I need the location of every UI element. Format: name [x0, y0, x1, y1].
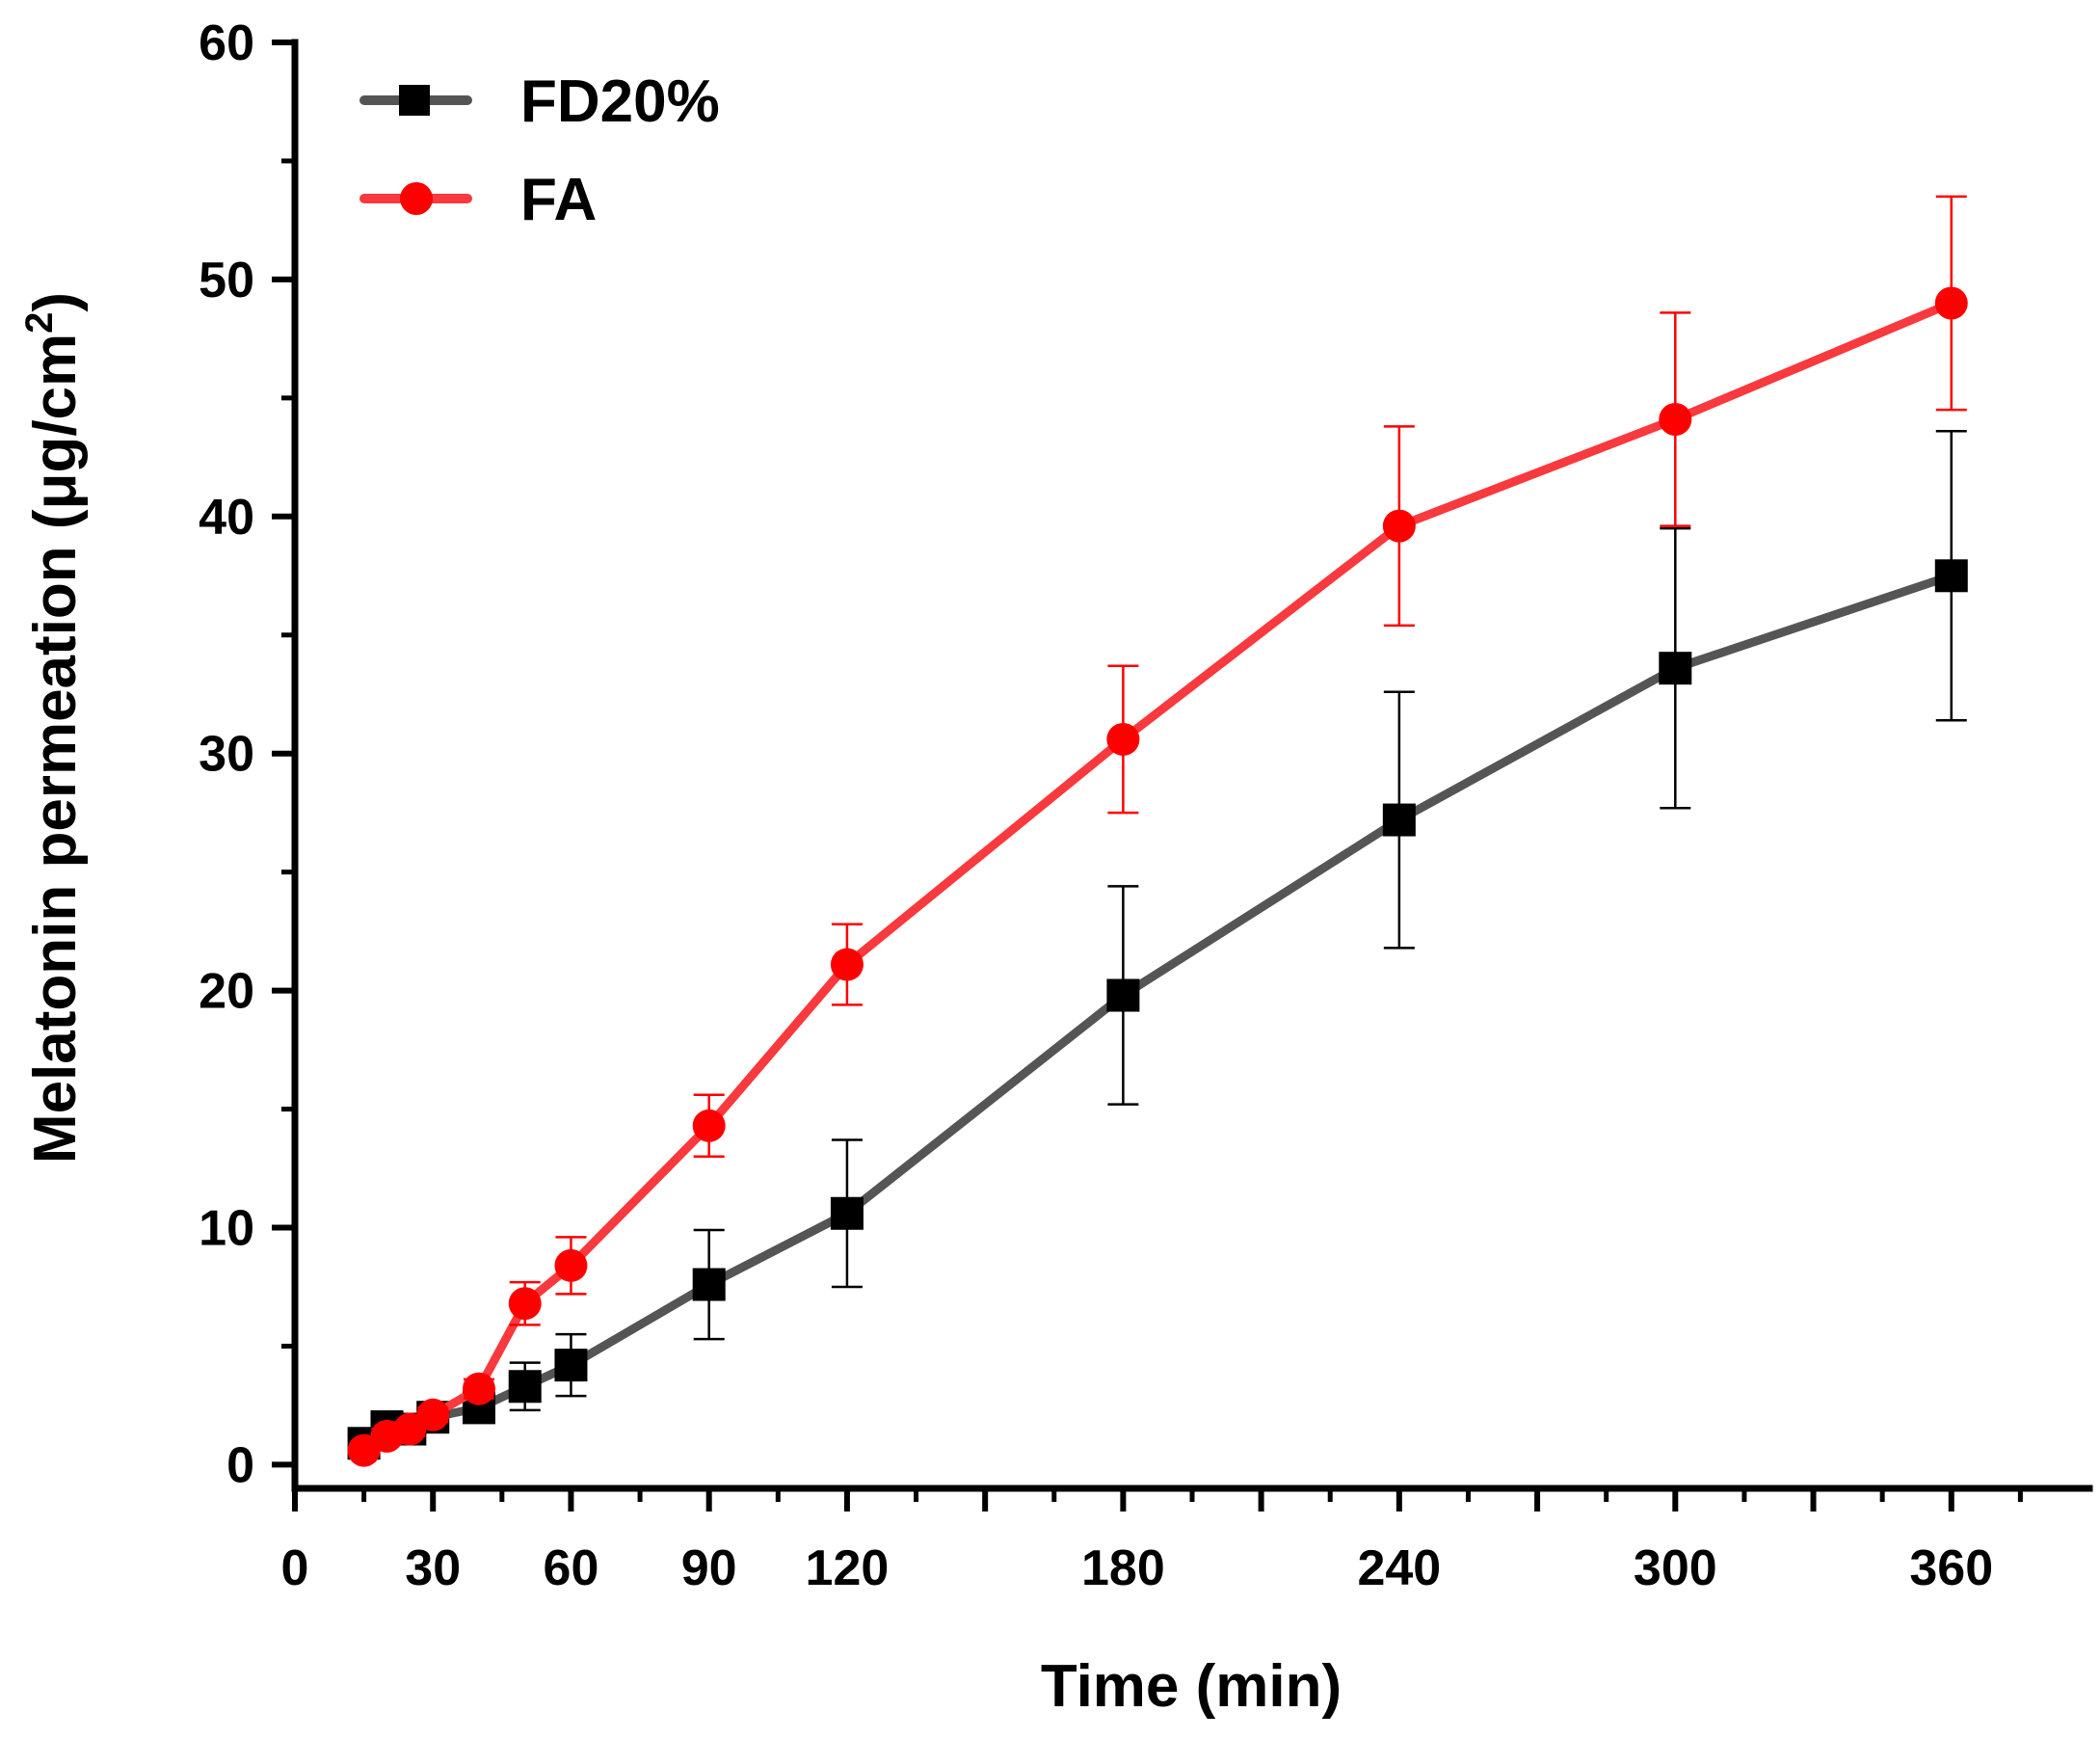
data-point-fd20	[1934, 559, 1968, 593]
data-point-fa	[462, 1372, 495, 1405]
data-point-fd20	[1382, 803, 1416, 837]
data-point-fd20	[508, 1370, 542, 1404]
y-axis-title-close: )	[22, 292, 89, 312]
data-point-fd20	[830, 1196, 864, 1230]
series-line-fa	[361, 299, 1954, 1455]
data-point-fa	[1934, 286, 1968, 320]
y-tick-label-50: 50	[199, 253, 254, 308]
y-axis-title-superscript: 2	[18, 312, 61, 334]
series-layer	[347, 195, 1968, 1467]
data-point-fd20	[1106, 978, 1140, 1012]
data-point-fa	[830, 948, 864, 981]
y-tick-label-40: 40	[199, 490, 254, 546]
y-axis-title-main: Melatonin permeation (μg/cm	[22, 334, 89, 1164]
series-fd20	[347, 430, 1968, 1460]
x-axis-title: Time (min)	[1041, 1653, 1342, 1720]
x-tick-label-90: 90	[681, 1540, 737, 1596]
data-point-fa	[692, 1109, 726, 1142]
data-point-fa	[1106, 722, 1140, 756]
data-point-fd20	[1659, 652, 1692, 685]
axis-ticks: 0 10 20 30 40 50 60 0 30 60 90 120 180 240 300 360	[199, 15, 2023, 1596]
y-tick-label-30: 30	[199, 727, 254, 783]
data-point-fa	[554, 1248, 588, 1282]
data-point-fa	[1659, 402, 1692, 436]
y-tick-label-20: 20	[199, 964, 254, 1020]
x-tick-label-30: 30	[405, 1540, 461, 1596]
y-tick-label-0: 0	[226, 1437, 254, 1493]
series-fa	[347, 195, 1968, 1467]
data-point-fa	[1382, 509, 1416, 543]
x-tick-label-120: 120	[806, 1540, 890, 1596]
data-point-fd20	[692, 1268, 726, 1301]
x-tick-label-240: 240	[1357, 1540, 1441, 1596]
legend-marker-fa	[400, 182, 433, 215]
legend: FD20% FA	[359, 68, 720, 233]
x-tick-label-60: 60	[544, 1540, 599, 1596]
x-tick-label-300: 300	[1634, 1540, 1717, 1596]
y-tick-label-10: 10	[199, 1201, 254, 1257]
data-point-fa	[508, 1287, 542, 1321]
legend-item-fd20: FD20%	[359, 68, 720, 135]
x-tick-label-180: 180	[1081, 1540, 1165, 1596]
data-point-fa	[416, 1398, 450, 1431]
series-line-fd20	[360, 572, 1954, 1447]
y-axis-title: Melatonin permeation (μg/cm2)	[18, 292, 89, 1164]
x-tick-label-0: 0	[281, 1540, 309, 1596]
legend-label-fd20: FD20%	[520, 68, 720, 135]
legend-label-fa: FA	[520, 167, 597, 233]
data-point-fd20	[554, 1349, 588, 1382]
legend-marker-fd20	[399, 85, 430, 116]
legend-item-fa: FA	[359, 167, 597, 233]
y-tick-label-60: 60	[199, 15, 254, 71]
x-tick-label-360: 360	[1909, 1540, 1993, 1596]
